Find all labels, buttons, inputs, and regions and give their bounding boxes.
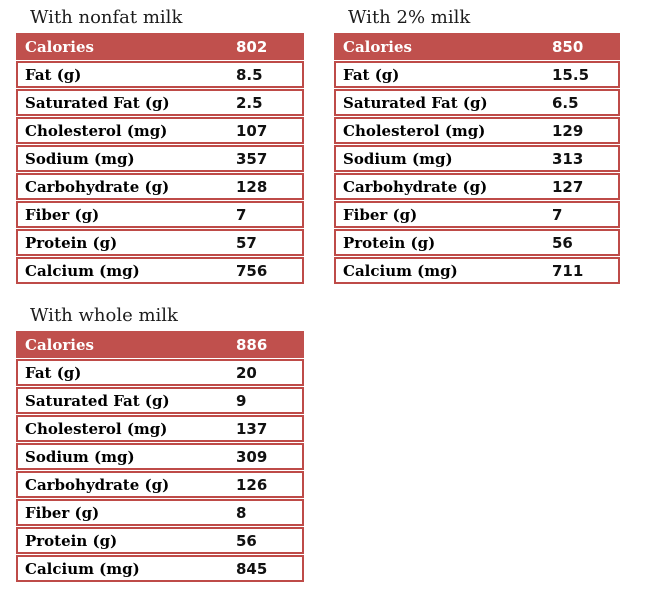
row-label: Saturated Fat (g)	[343, 93, 488, 112]
table-row: Calcium (mg) 845	[16, 555, 304, 582]
table-title: With nonfat milk	[30, 7, 183, 28]
table-row: Carbohydrate (g) 128	[16, 173, 304, 200]
row-label: Calcium (mg)	[25, 559, 140, 578]
row-value: 137	[236, 419, 268, 438]
row-value: 357	[236, 149, 268, 168]
table-row: Fat (g) 15.5	[334, 61, 620, 88]
table-row: Fiber (g) 8	[16, 499, 304, 526]
nutrition-table: Calories 802 Fat (g) 8.5 Saturated Fat (g) 2.…	[16, 33, 304, 284]
row-label: Calories	[25, 37, 94, 56]
row-value: 56	[552, 233, 573, 252]
row-label: Carbohydrate (g)	[343, 177, 488, 196]
table-title: With whole milk	[30, 305, 178, 326]
row-label: Calories	[343, 37, 412, 56]
table-row: Sodium (mg) 309	[16, 443, 304, 470]
row-value: 886	[236, 335, 268, 354]
row-value: 850	[552, 37, 584, 56]
row-label: Sodium (mg)	[343, 149, 453, 168]
row-label: Cholesterol (mg)	[25, 121, 168, 140]
table-row: Carbohydrate (g) 127	[334, 173, 620, 200]
table-row: Fat (g) 20	[16, 359, 304, 386]
row-value: 8	[236, 503, 247, 522]
row-label: Protein (g)	[25, 233, 118, 252]
row-label: Carbohydrate (g)	[25, 475, 170, 494]
nutrition-table-nonfat-milk: With nonfat milk Calories 802 Fat (g) 8.5 Sat…	[16, 6, 304, 284]
row-label: Protein (g)	[25, 531, 118, 550]
table-row: Saturated Fat (g) 6.5	[334, 89, 620, 116]
table-row: Saturated Fat (g) 9	[16, 387, 304, 414]
row-value: 129	[552, 121, 584, 140]
row-label: Carbohydrate (g)	[25, 177, 170, 196]
table-header-row: Calories 886	[16, 331, 304, 358]
row-label: Saturated Fat (g)	[25, 391, 170, 410]
row-value: 127	[552, 177, 584, 196]
row-label: Fat (g)	[25, 65, 82, 84]
table-row: Fiber (g) 7	[16, 201, 304, 228]
row-value: 107	[236, 121, 268, 140]
row-label: Fat (g)	[25, 363, 82, 382]
nutrition-table-whole-milk: With whole milk Calories 886 Fat (g) 20 Satur…	[16, 304, 304, 582]
row-value: 711	[552, 261, 584, 280]
row-label: Cholesterol (mg)	[343, 121, 486, 140]
row-value: 756	[236, 261, 268, 280]
nutrition-table: Calories 886 Fat (g) 20 Saturated Fat (g) 9 Ch…	[16, 331, 304, 582]
table-header-row: Calories 850	[334, 33, 620, 60]
row-label: Cholesterol (mg)	[25, 419, 168, 438]
table-row: Cholesterol (mg) 137	[16, 415, 304, 442]
table-row: Protein (g) 56	[16, 527, 304, 554]
table-row: Cholesterol (mg) 129	[334, 117, 620, 144]
right-column: With 2% milk Calories 850 Fat (g) 15.5 Satura…	[334, 6, 620, 304]
table-title: With 2% milk	[348, 7, 471, 28]
row-value: 313	[552, 149, 584, 168]
row-label: Calories	[25, 335, 94, 354]
row-value: 9	[236, 391, 247, 410]
row-value: 8.5	[236, 65, 263, 84]
table-row: Fat (g) 8.5	[16, 61, 304, 88]
table-row: Sodium (mg) 313	[334, 145, 620, 172]
row-value: 126	[236, 475, 268, 494]
table-row: Sodium (mg) 357	[16, 145, 304, 172]
row-label: Protein (g)	[343, 233, 436, 252]
row-value: 845	[236, 559, 268, 578]
left-column: With nonfat milk Calories 802 Fat (g) 8.5 Sat…	[16, 6, 304, 602]
row-value: 57	[236, 233, 257, 252]
table-row: Protein (g) 56	[334, 229, 620, 256]
row-label: Fiber (g)	[25, 205, 100, 224]
table-row: Calcium (mg) 711	[334, 257, 620, 284]
table-row: Carbohydrate (g) 126	[16, 471, 304, 498]
row-value: 20	[236, 363, 257, 382]
row-label: Sodium (mg)	[25, 149, 135, 168]
row-value: 309	[236, 447, 268, 466]
table-row: Protein (g) 57	[16, 229, 304, 256]
table-row: Saturated Fat (g) 2.5	[16, 89, 304, 116]
nutrition-table: Calories 850 Fat (g) 15.5 Saturated Fat (g) 6…	[334, 33, 620, 284]
row-label: Fiber (g)	[343, 205, 418, 224]
row-value: 7	[552, 205, 563, 224]
row-label: Calcium (mg)	[343, 261, 458, 280]
row-value: 6.5	[552, 93, 579, 112]
nutrition-table-2pct-milk: With 2% milk Calories 850 Fat (g) 15.5 Satura…	[334, 6, 620, 284]
row-label: Saturated Fat (g)	[25, 93, 170, 112]
row-value: 802	[236, 37, 268, 56]
row-value: 2.5	[236, 93, 263, 112]
row-label: Sodium (mg)	[25, 447, 135, 466]
row-value: 128	[236, 177, 268, 196]
row-value: 15.5	[552, 65, 590, 84]
row-value: 56	[236, 531, 257, 550]
table-header-row: Calories 802	[16, 33, 304, 60]
row-value: 7	[236, 205, 247, 224]
table-row: Cholesterol (mg) 107	[16, 117, 304, 144]
row-label: Calcium (mg)	[25, 261, 140, 280]
row-label: Fiber (g)	[25, 503, 100, 522]
row-label: Fat (g)	[343, 65, 400, 84]
table-row: Fiber (g) 7	[334, 201, 620, 228]
table-row: Calcium (mg) 756	[16, 257, 304, 284]
